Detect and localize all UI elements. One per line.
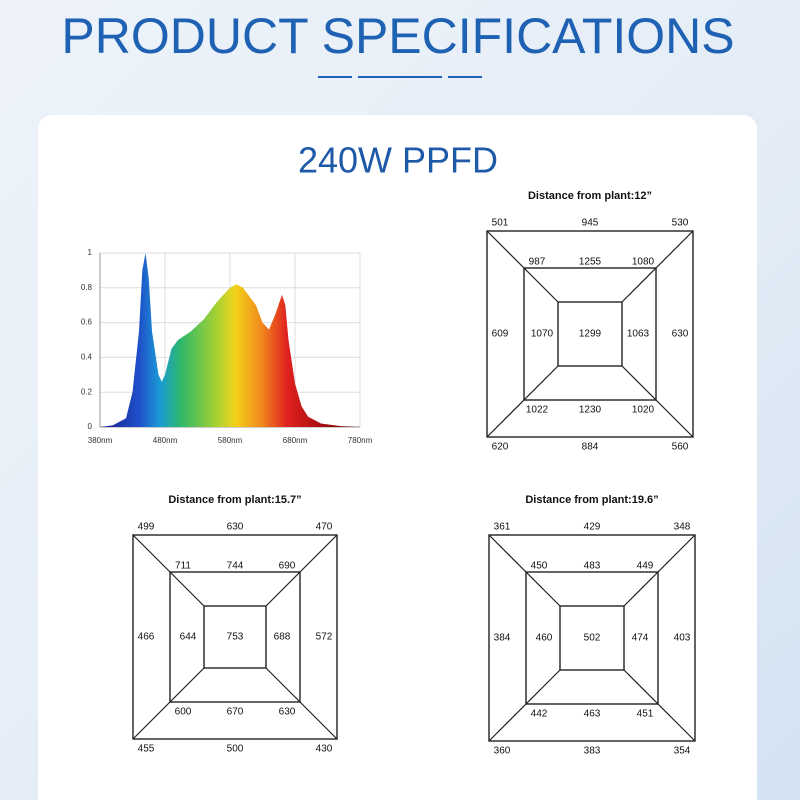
- ppfd-outer-value: 945: [582, 218, 599, 229]
- ppfd-middle-value: 1230: [579, 405, 602, 416]
- ppfd-middle-value: 744: [227, 561, 244, 572]
- ppfd-middle-value: 600: [175, 707, 192, 718]
- diagonal: [623, 669, 696, 742]
- ppfd-middle-value: 450: [531, 561, 548, 572]
- middle-square: [525, 571, 659, 705]
- ppfd-middle-value: 688: [274, 632, 291, 643]
- ppfd-middle-value: 1255: [579, 257, 602, 268]
- ppfd-outer-value: 501: [492, 218, 509, 229]
- ppfd-outer-value: 620: [492, 442, 509, 453]
- ppfd-outer-value: 430: [316, 744, 333, 755]
- ppfd-diagram: Distance from plant:15.7” 499 630 470 572 430…: [132, 494, 338, 755]
- ppfd-diagram: Distance from plant:19.6” 361 429 348 403 354…: [488, 494, 696, 757]
- ppfd-middle-value: 630: [279, 707, 296, 718]
- y-tick-label: 0.2: [81, 387, 93, 396]
- spectrum-chart: 0 0.2 0.4 0.6 0.8 1 380nm 480nm 580nm 680nm 780nm: [81, 248, 373, 445]
- ppfd-diagram: Distance from plant:12” 501 945 530 630 560 88…: [486, 190, 694, 453]
- ppfd-outer-value: 572: [316, 632, 333, 643]
- diagonal: [488, 534, 561, 607]
- ppfd-outer-value: 530: [672, 218, 689, 229]
- ppfd-middle-value: 460: [536, 633, 553, 644]
- ppfd-middle-value: 690: [279, 561, 296, 572]
- ppfd-middle-value: 451: [637, 709, 654, 720]
- ppfd-outer-value: 560: [672, 442, 689, 453]
- card: [38, 115, 757, 800]
- ppfd-middle-value: 474: [632, 633, 649, 644]
- diagram-title: Distance from plant:12”: [528, 190, 652, 202]
- ppfd-middle-value: 1080: [632, 257, 655, 268]
- y-tick-label: 0: [88, 422, 93, 431]
- outer-square: [488, 534, 696, 742]
- ppfd-outer-value: 455: [138, 744, 155, 755]
- x-tick-label: 580nm: [218, 436, 243, 445]
- middle-square: [169, 571, 301, 703]
- ppfd-middle-value: 987: [529, 257, 546, 268]
- diagram-title: Distance from plant:19.6”: [525, 494, 658, 506]
- ppfd-middle-value: 463: [584, 709, 601, 720]
- ppfd-outer-value: 884: [582, 442, 599, 453]
- ppfd-middle-value: 1070: [531, 329, 554, 340]
- ppfd-outer-value: 361: [494, 522, 511, 533]
- diagonal: [488, 669, 561, 742]
- diagonal: [486, 365, 559, 438]
- ppfd-diagrams: Distance from plant:12” 501 945 530 630 560 88…: [132, 190, 696, 757]
- ppfd-outer-value: 348: [674, 522, 691, 533]
- ppfd-middle-value: 711: [175, 561, 191, 572]
- outer-square: [132, 534, 338, 740]
- ppfd-outer-value: 499: [138, 522, 155, 533]
- y-tick-label: 1: [88, 248, 93, 257]
- diagonal: [265, 667, 338, 740]
- ppfd-middle-value: 1063: [627, 329, 650, 340]
- diagonal: [132, 534, 205, 607]
- inner-square: [203, 605, 267, 669]
- ppfd-outer-value: 630: [227, 522, 244, 533]
- ppfd-outer-value: 403: [674, 633, 691, 644]
- x-tick-label: 380nm: [88, 436, 113, 445]
- page-title: PRODUCT SPECIFICATIONS: [61, 8, 734, 64]
- y-tick-label: 0.8: [81, 283, 93, 292]
- diagonal: [621, 230, 694, 303]
- ppfd-middle-value: 483: [584, 561, 601, 572]
- x-tick-label: 680nm: [283, 436, 308, 445]
- ppfd-outer-value: 500: [227, 744, 244, 755]
- diagonal: [486, 230, 559, 303]
- ppfd-outer-value: 360: [494, 746, 511, 757]
- ppfd-middle-value: 644: [180, 632, 197, 643]
- ppfd-outer-value: 354: [674, 746, 691, 757]
- x-tick-label: 480nm: [153, 436, 178, 445]
- inner-square: [557, 301, 623, 367]
- ppfd-center-value: 753: [227, 632, 244, 643]
- x-tick-label: 780nm: [348, 436, 373, 445]
- ppfd-middle-value: 1020: [632, 405, 655, 416]
- ppfd-outer-value: 609: [492, 329, 509, 340]
- ppfd-outer-value: 429: [584, 522, 601, 533]
- diagonal: [132, 667, 205, 740]
- subtitle: 240W PPFD: [298, 140, 498, 181]
- ppfd-outer-value: 630: [672, 329, 689, 340]
- y-tick-label: 0.4: [81, 353, 93, 362]
- ppfd-middle-value: 670: [227, 707, 244, 718]
- inner-square: [559, 605, 625, 671]
- ppfd-outer-value: 383: [584, 746, 601, 757]
- ppfd-center-value: 502: [584, 633, 601, 644]
- diagonal: [621, 365, 694, 438]
- ppfd-outer-value: 470: [316, 522, 333, 533]
- spectrum-area: [100, 253, 360, 427]
- ppfd-middle-value: 442: [531, 709, 548, 720]
- ppfd-center-value: 1299: [579, 329, 602, 340]
- diagonal: [623, 534, 696, 607]
- diagram-title: Distance from plant:15.7”: [168, 494, 301, 506]
- ppfd-middle-value: 449: [637, 561, 654, 572]
- y-tick-label: 0.6: [81, 318, 93, 327]
- diagonal: [265, 534, 338, 607]
- ppfd-middle-value: 1022: [526, 405, 549, 416]
- ppfd-outer-value: 466: [138, 632, 155, 643]
- ppfd-outer-value: 384: [494, 633, 511, 644]
- middle-square: [523, 267, 657, 401]
- outer-square: [486, 230, 694, 438]
